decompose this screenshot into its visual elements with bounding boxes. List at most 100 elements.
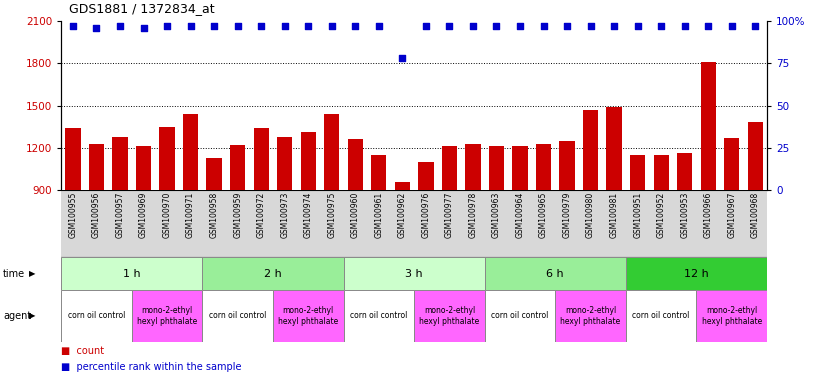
Text: GSM100951: GSM100951 [633, 191, 642, 238]
Point [419, 23, 432, 29]
Bar [371, 155, 387, 190]
Point [749, 23, 762, 29]
Point [348, 23, 361, 29]
Point [66, 23, 79, 29]
Text: mono-2-ethyl
hexyl phthalate: mono-2-ethyl hexyl phthalate [137, 306, 197, 326]
Point [90, 25, 103, 31]
Bar [583, 110, 598, 190]
Point [137, 25, 150, 31]
Text: time: time [3, 268, 25, 279]
Text: GSM100953: GSM100953 [681, 191, 690, 238]
Bar [273, 290, 344, 342]
Text: 1 h: 1 h [123, 268, 140, 279]
Bar [395, 182, 410, 190]
Text: GSM100978: GSM100978 [468, 191, 477, 238]
Bar [677, 154, 692, 190]
Text: mono-2-ethyl
hexyl phthalate: mono-2-ethyl hexyl phthalate [561, 306, 621, 326]
Text: 2 h: 2 h [264, 268, 282, 279]
Bar [485, 290, 555, 342]
Bar [159, 127, 175, 190]
Point [725, 23, 738, 29]
Bar [414, 290, 485, 342]
Bar [65, 128, 81, 190]
Point [490, 23, 503, 29]
Text: GSM100963: GSM100963 [492, 191, 501, 238]
Bar [300, 132, 316, 190]
Point [654, 23, 667, 29]
Bar [183, 114, 198, 190]
Text: GSM100964: GSM100964 [516, 191, 525, 238]
Bar [419, 162, 433, 190]
Point [372, 23, 385, 29]
Text: GSM100967: GSM100967 [727, 191, 736, 238]
Text: GSM100975: GSM100975 [327, 191, 336, 238]
Bar [489, 146, 504, 190]
Bar [626, 290, 697, 342]
Bar [606, 107, 622, 190]
Text: corn oil control: corn oil control [68, 311, 125, 320]
Point [302, 23, 315, 29]
Bar [348, 139, 363, 190]
Bar [747, 122, 763, 190]
Bar [697, 290, 767, 342]
Bar [277, 137, 292, 190]
Point [255, 23, 268, 29]
Point [584, 23, 597, 29]
Bar [344, 257, 485, 290]
Text: GSM100961: GSM100961 [375, 191, 384, 238]
Point [631, 23, 644, 29]
Point [513, 23, 526, 29]
Text: ■  count: ■ count [61, 346, 104, 356]
Bar [344, 290, 414, 342]
Point [561, 23, 574, 29]
Bar [512, 146, 528, 190]
Text: corn oil control: corn oil control [632, 311, 690, 320]
Bar [536, 144, 551, 190]
Bar [560, 141, 574, 190]
Text: GDS1881 / 1372834_at: GDS1881 / 1372834_at [69, 2, 215, 15]
Bar [626, 257, 767, 290]
Point [678, 23, 691, 29]
Bar [701, 62, 716, 190]
Bar [465, 144, 481, 190]
Point [231, 23, 244, 29]
Point [161, 23, 174, 29]
Bar [654, 155, 669, 190]
Bar [136, 146, 151, 190]
Text: GSM100976: GSM100976 [421, 191, 430, 238]
Text: GSM100979: GSM100979 [562, 191, 571, 238]
Bar [630, 155, 645, 190]
Bar [254, 128, 268, 190]
Text: ▶: ▶ [29, 311, 36, 320]
Text: 6 h: 6 h [547, 268, 564, 279]
Text: ▶: ▶ [29, 269, 36, 278]
Bar [206, 158, 222, 190]
Bar [202, 290, 273, 342]
Bar [131, 290, 202, 342]
Text: GSM100969: GSM100969 [139, 191, 148, 238]
Bar [202, 257, 344, 290]
Text: mono-2-ethyl
hexyl phthalate: mono-2-ethyl hexyl phthalate [419, 306, 480, 326]
Bar [230, 145, 246, 190]
Point [702, 23, 715, 29]
Text: GSM100970: GSM100970 [162, 191, 171, 238]
Text: GSM100952: GSM100952 [657, 191, 666, 238]
Text: GSM100973: GSM100973 [280, 191, 289, 238]
Point [396, 55, 409, 61]
Text: GSM100956: GSM100956 [92, 191, 101, 238]
Text: GSM100959: GSM100959 [233, 191, 242, 238]
Bar [61, 257, 202, 290]
Text: agent: agent [3, 311, 32, 321]
Bar [555, 290, 626, 342]
Point [207, 23, 220, 29]
Text: GSM100958: GSM100958 [210, 191, 219, 238]
Text: GSM100974: GSM100974 [304, 191, 313, 238]
Point [443, 23, 456, 29]
Text: GSM100972: GSM100972 [257, 191, 266, 238]
Text: GSM100971: GSM100971 [186, 191, 195, 238]
Point [467, 23, 480, 29]
Bar [724, 138, 739, 190]
Text: GSM100977: GSM100977 [445, 191, 454, 238]
Text: mono-2-ethyl
hexyl phthalate: mono-2-ethyl hexyl phthalate [702, 306, 762, 326]
Point [113, 23, 126, 29]
